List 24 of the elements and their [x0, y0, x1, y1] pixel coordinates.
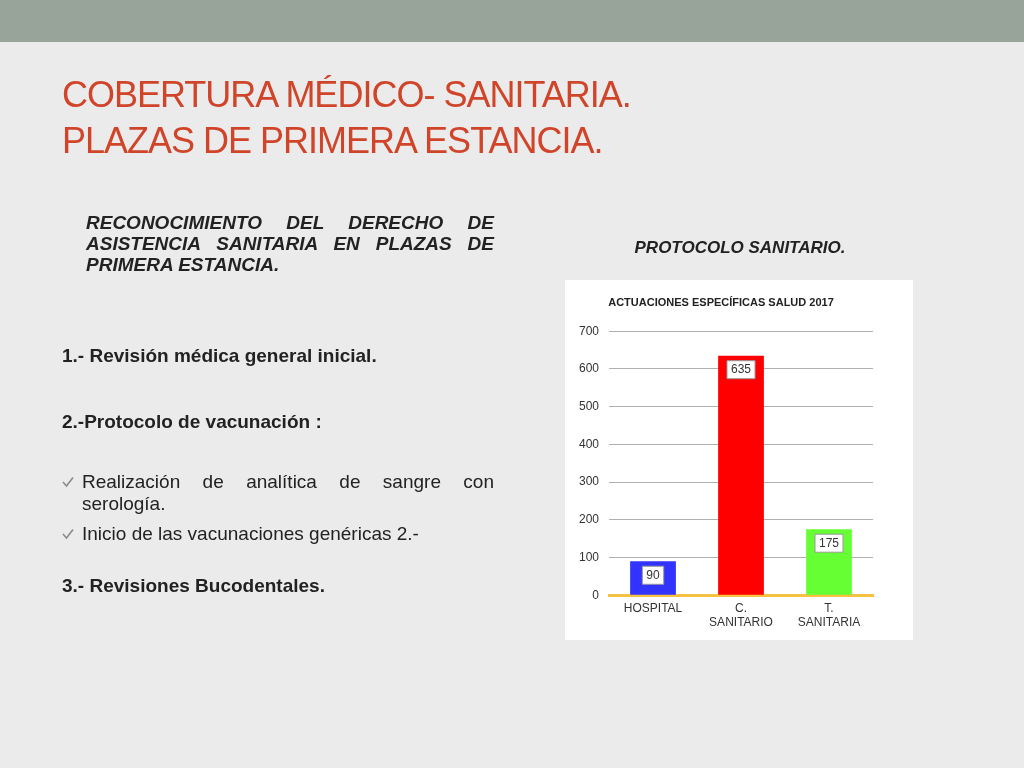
y-tick-label: 0 [592, 587, 600, 602]
chart-title: ACTUACIONES ESPECÍFICAS SALUD 2017 [608, 295, 834, 308]
chart-subtitle: PROTOCOLO SANITARIO. [633, 238, 847, 258]
text: Realización de analítica de sangre con serología. [82, 471, 494, 515]
data-label: 90 [646, 567, 661, 582]
y-tick-label: 400 [578, 436, 600, 451]
text: 2.-Protocolo de vacunación : [62, 411, 323, 433]
data-label: 175 [818, 535, 840, 550]
y-tick-label: 600 [578, 361, 600, 376]
text: RECONOCIMIENTO DEL DERECHO DE ASISTENCIA SANITARIA EN PLAZAS DE PRIMERA ESTANCIA. [86, 212, 494, 275]
y-tick-label: 300 [578, 474, 600, 489]
text: COBERTURA MÉDICO- SANITARIA. PLAZAS DE PRIMERA ESTANCIA. [62, 73, 632, 163]
text: 3.- Revisiones Bucodentales. [62, 575, 326, 597]
x-tick-label: HOSPITAL [623, 600, 683, 615]
x-tick-label: C. SANITARIO [709, 600, 773, 630]
y-tick-label: 500 [578, 398, 600, 413]
bar [718, 355, 764, 595]
data-label: 635 [731, 362, 752, 377]
text: Inicio de las vacunaciones genéricas 2.- [82, 523, 420, 545]
y-tick-label: 200 [578, 512, 600, 527]
x-tick-label: T. SANITARIA [797, 600, 861, 630]
y-tick-label: 100 [578, 549, 600, 564]
text: 1.- Revisión médica general inicial. [62, 345, 378, 367]
y-tick-label: 700 [578, 323, 600, 338]
